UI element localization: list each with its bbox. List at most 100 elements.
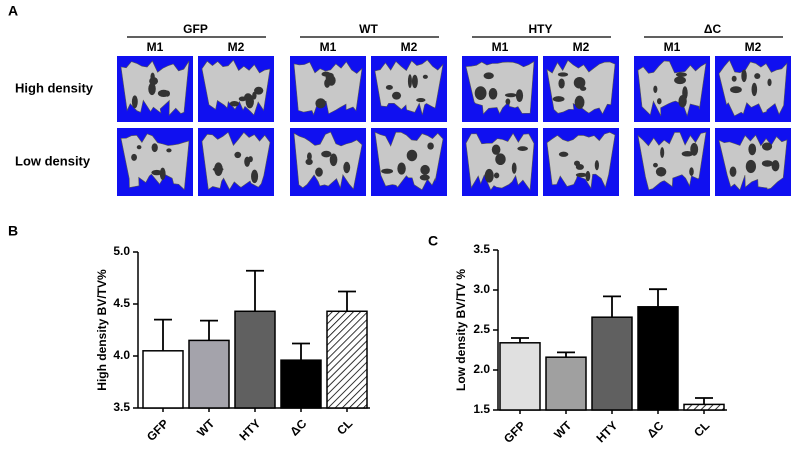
bone-pore <box>315 167 323 177</box>
subgroup-header: M2 <box>745 40 762 54</box>
bone-pore <box>406 149 418 162</box>
bone-pore <box>157 89 170 98</box>
y-axis-label: Low density BV/TV % <box>454 269 468 391</box>
bone-pore <box>681 151 694 157</box>
bone-pore <box>594 160 599 171</box>
y-tick-label: 2.0 <box>473 362 490 376</box>
bone-structure <box>374 59 444 115</box>
panel-label: A <box>8 3 18 19</box>
bone-pore <box>307 152 312 161</box>
bar <box>234 310 276 409</box>
bone-pore <box>580 86 587 91</box>
bar <box>499 342 541 411</box>
group-header: WT <box>359 22 378 36</box>
bone-pore <box>148 82 156 96</box>
bone-pore <box>690 142 699 156</box>
bone-pore <box>558 78 565 89</box>
bar <box>591 316 633 411</box>
x-tick-label: GFP <box>144 416 171 443</box>
subgroup-header: M1 <box>147 40 164 54</box>
group-header: GFP <box>183 22 208 36</box>
bone-pore <box>745 159 756 174</box>
bone-pore <box>660 147 665 158</box>
bone-pore <box>484 168 494 183</box>
bone-pore <box>391 91 402 100</box>
y-tick-label: 1.5 <box>473 402 490 416</box>
bone-pore <box>575 164 584 170</box>
bone-pore <box>491 144 501 155</box>
y-axis-label: High density BV/TV% <box>95 269 109 391</box>
x-tick-label: HTY <box>593 418 620 445</box>
bone-pore <box>407 74 412 89</box>
bone-structure <box>546 132 616 190</box>
subgroup-header: M1 <box>320 40 337 54</box>
bone-pore <box>159 167 166 180</box>
bone-pore <box>573 76 586 89</box>
x-tick-label: HTY <box>236 416 263 443</box>
subgroup-header: M1 <box>492 40 509 54</box>
bone-pore <box>741 69 747 83</box>
bone-structure <box>637 131 707 191</box>
bone-pore <box>675 72 687 77</box>
bone-pore <box>329 153 338 167</box>
y-tick-label: 4.5 <box>113 296 130 310</box>
panel-label: C <box>428 233 438 249</box>
bone-pore <box>517 146 528 151</box>
bone-pore <box>131 153 137 161</box>
bone-pore <box>305 158 313 166</box>
bone-pore <box>244 93 253 102</box>
bone-pore <box>166 148 172 153</box>
bone-structure <box>637 60 707 117</box>
bone-pore <box>151 169 163 176</box>
bone-pore <box>653 162 658 168</box>
bone-pore <box>151 143 158 153</box>
y-tick-label: 5.0 <box>113 244 130 258</box>
bone-pore <box>483 72 494 80</box>
bone-pore <box>511 162 517 174</box>
bone-pore <box>585 170 591 182</box>
subgroup-header: M2 <box>228 40 245 54</box>
bone-pore <box>234 151 242 159</box>
bone-pore <box>515 89 524 103</box>
bone-pore <box>655 166 667 177</box>
bone-pore <box>136 145 142 150</box>
y-tick-label: 3.5 <box>113 400 130 414</box>
bone-pore <box>657 98 662 105</box>
bone-pore <box>248 156 253 163</box>
group-header: HTY <box>529 22 553 36</box>
x-tick-label: WT <box>551 418 575 442</box>
bar <box>545 356 587 411</box>
bone-pore <box>427 142 434 150</box>
bone-pore <box>729 166 737 177</box>
bone-pore <box>420 164 430 175</box>
bone-pore <box>214 162 223 176</box>
x-tick-label: ΔC <box>287 416 309 438</box>
bone-pore <box>416 98 426 103</box>
y-tick-label: 3.5 <box>473 242 490 256</box>
bone-pore <box>229 100 240 107</box>
bone-pore <box>150 72 155 81</box>
bone-pore <box>552 96 565 102</box>
x-tick-label: GFP <box>501 418 528 445</box>
subgroup-header: M2 <box>401 40 418 54</box>
row-label: High density <box>15 80 94 95</box>
bone-pore <box>321 71 331 77</box>
bone-pore <box>751 82 758 97</box>
subgroup-header: M1 <box>664 40 681 54</box>
bone-pore <box>381 168 394 174</box>
bone-pore <box>730 86 742 94</box>
x-tick-label: WT <box>194 416 218 440</box>
y-tick-label: 4.0 <box>113 348 130 362</box>
row-label: Low density <box>15 153 91 168</box>
bone-pore <box>254 86 264 95</box>
bone-structure <box>293 131 363 190</box>
bone-pore <box>385 84 393 90</box>
bar <box>280 359 322 409</box>
bone-pore <box>251 169 259 184</box>
bone-pore <box>653 85 658 93</box>
subgroup-header: M2 <box>573 40 590 54</box>
bone-pore <box>495 153 506 166</box>
bar <box>326 310 368 409</box>
bone-pore <box>321 150 332 158</box>
